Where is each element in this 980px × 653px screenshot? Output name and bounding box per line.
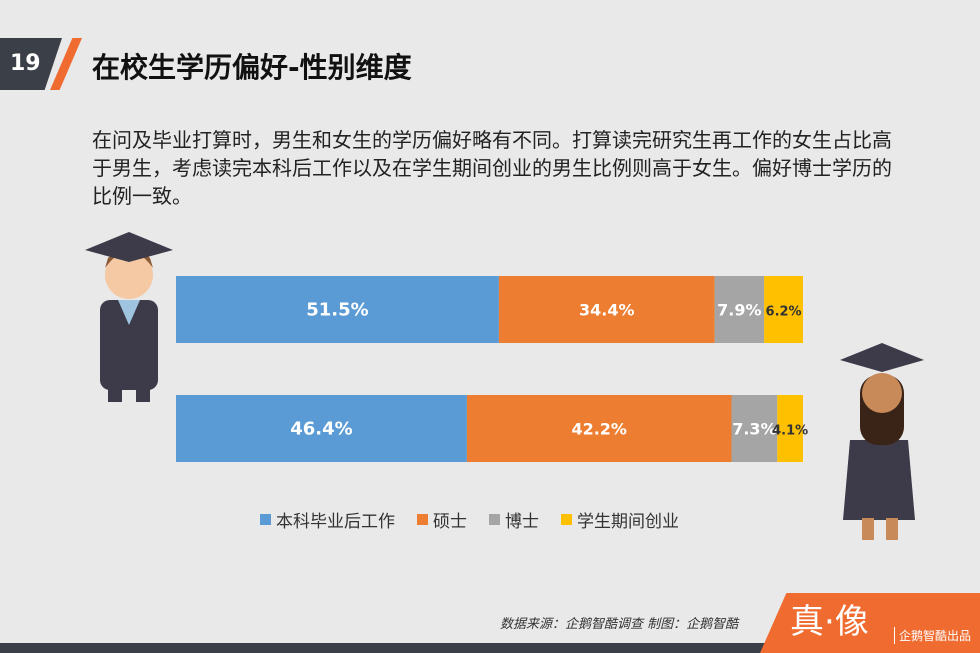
data-label: 4.1% <box>772 424 808 439</box>
page-title: 在校生学历偏好-性别维度 <box>92 51 412 84</box>
legend-item: 博士 <box>489 507 539 532</box>
bar-segment <box>714 276 765 343</box>
description: 在问及毕业打算时，男生和女生的学历偏好略有不同。打算读完研究生再工作的女生占比高… <box>92 128 892 208</box>
bar-segment <box>498 276 715 343</box>
legend-item: 学生期间创业 <box>561 507 679 532</box>
data-label: 46.4% <box>290 419 352 440</box>
legend-swatch <box>489 514 500 525</box>
data-label: 7.9% <box>717 301 761 320</box>
legend-swatch <box>561 514 572 525</box>
data-label: 6.2% <box>766 305 802 320</box>
bar-segment <box>731 395 778 462</box>
legend-swatch <box>260 514 271 525</box>
bar-segment <box>466 395 732 462</box>
legend-label: 本科毕业后工作 <box>276 512 395 532</box>
male-graduate-illustration <box>85 232 173 402</box>
legend-item: 本科毕业后工作 <box>260 507 395 532</box>
legend-label: 硕士 <box>433 512 467 532</box>
data-label: 7.3% <box>732 420 776 439</box>
data-source: 数据来源：企鹅智酷调查 制图：企鹅智酷 <box>500 617 739 632</box>
legend-label: 学生期间创业 <box>577 512 679 532</box>
bar-segment <box>764 276 803 343</box>
data-label: 51.5% <box>306 300 368 321</box>
bar-segment <box>176 276 499 343</box>
data-label: 42.2% <box>571 420 627 439</box>
footer-bar <box>0 643 800 653</box>
brand-subtitle: 企鹅智酷出品 <box>894 627 971 644</box>
legend-swatch <box>417 514 428 525</box>
legend-label: 博士 <box>505 512 539 532</box>
bar-segment <box>777 395 803 462</box>
data-label: 34.4% <box>579 301 635 320</box>
legend-item: 硕士 <box>417 507 467 532</box>
brand-logo: 真·像 <box>790 602 869 642</box>
chart-legend: 本科毕业后工作 硕士 博士 学生期间创业 <box>260 507 679 532</box>
bar-segment <box>176 395 467 462</box>
female-graduate-illustration <box>840 343 924 540</box>
page-number-badge: 19 <box>0 38 62 90</box>
brand-block <box>760 593 980 653</box>
